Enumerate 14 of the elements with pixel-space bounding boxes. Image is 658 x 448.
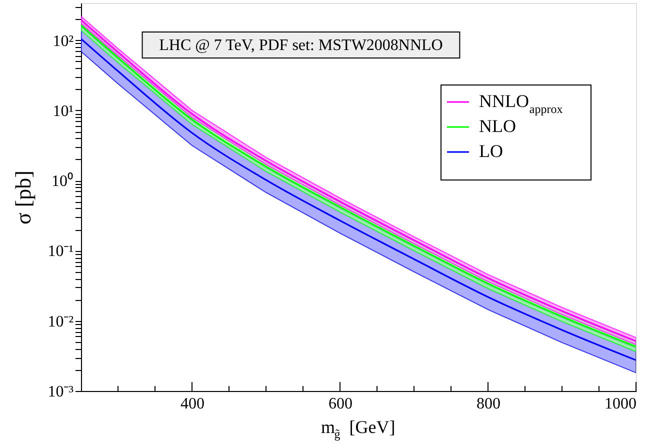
x-tick-label: 400: [180, 396, 204, 412]
y-tick-label: 10⁻³: [48, 384, 74, 400]
x-tick-label: 1000: [604, 396, 636, 412]
annotation: LHC @ 7 TeV, PDF set: MSTW2008NNLO: [159, 37, 443, 54]
y-tick-label: 10⁻¹: [48, 243, 74, 260]
x-tick-label: 800: [476, 396, 500, 412]
y-tick-label: 10⁰: [52, 172, 74, 190]
legend-label: NLO: [479, 116, 516, 136]
y-axis-title: σ [pb]: [10, 170, 36, 225]
legend-label: LO: [479, 141, 503, 161]
y-tick-label: 10¹: [52, 102, 74, 120]
x-tick-label: 600: [328, 396, 352, 412]
y-tick-label: 10⁻²: [48, 313, 74, 330]
y-tick-label: 10²: [52, 32, 74, 50]
